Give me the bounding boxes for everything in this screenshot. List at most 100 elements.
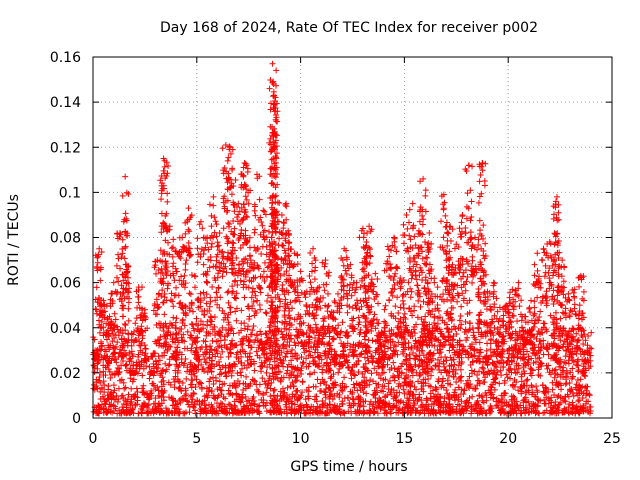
data-point [319, 401, 326, 408]
data-point [200, 261, 207, 268]
data-point [415, 287, 422, 294]
data-point [258, 251, 265, 258]
data-point [356, 403, 363, 410]
data-point [434, 356, 441, 363]
data-point [170, 236, 177, 243]
data-point [185, 205, 192, 212]
data-point [366, 407, 373, 414]
data-point [231, 379, 238, 386]
data-point [196, 379, 203, 386]
data-point [528, 366, 535, 373]
data-point [568, 375, 575, 382]
data-point [507, 375, 514, 382]
data-point [125, 330, 132, 337]
data-point [533, 358, 540, 365]
data-point [413, 407, 420, 414]
data-point [90, 362, 97, 369]
data-point [406, 402, 413, 409]
data-point [458, 303, 465, 310]
data-point [306, 371, 313, 378]
data-point [132, 401, 139, 408]
data-point [101, 389, 108, 396]
data-point [491, 376, 498, 383]
data-point [356, 396, 363, 403]
data-point [347, 261, 354, 268]
data-point [251, 377, 258, 384]
data-point [510, 313, 517, 320]
data-point [439, 408, 446, 415]
data-point [340, 347, 347, 354]
data-point [238, 227, 245, 234]
data-point [399, 360, 406, 367]
data-point [585, 332, 592, 339]
data-point [129, 331, 136, 338]
data-point [140, 382, 147, 389]
data-point [280, 389, 287, 396]
data-point [165, 394, 172, 401]
data-point [196, 356, 203, 363]
data-point [526, 402, 533, 409]
data-point [209, 337, 216, 344]
data-point [531, 261, 538, 268]
data-point [265, 380, 272, 387]
data-point [503, 371, 510, 378]
data-point [233, 391, 240, 398]
data-point [263, 310, 270, 317]
data-point [407, 236, 414, 243]
data-point [155, 304, 162, 311]
data-point [521, 370, 528, 377]
data-point [232, 295, 239, 302]
data-point [577, 376, 584, 383]
data-point [146, 363, 153, 370]
data-point [498, 399, 505, 406]
data-point [231, 402, 238, 409]
data-point [359, 370, 366, 377]
data-point [182, 385, 189, 392]
data-point [529, 384, 536, 391]
data-point [345, 408, 352, 415]
data-point [186, 252, 193, 259]
data-point [409, 225, 416, 232]
data-point [486, 407, 493, 414]
data-point [115, 278, 122, 285]
data-point [541, 409, 548, 416]
data-point [314, 403, 321, 410]
data-point [130, 410, 137, 417]
data-point [187, 291, 194, 298]
data-point [400, 386, 407, 393]
data-point [369, 403, 376, 410]
data-point [182, 266, 189, 273]
data-point [234, 214, 241, 221]
data-point [110, 279, 117, 286]
data-point [235, 262, 242, 269]
data-point [173, 315, 180, 322]
data-point [170, 260, 177, 267]
data-point [393, 248, 400, 255]
data-point [514, 318, 521, 325]
data-point [468, 235, 475, 242]
data-point [155, 403, 162, 410]
data-point [523, 382, 530, 389]
data-point [584, 390, 591, 397]
data-point [409, 200, 416, 207]
data-point [210, 374, 217, 381]
data-point [404, 403, 411, 410]
data-point [484, 371, 491, 378]
data-point [469, 279, 476, 286]
data-point [103, 397, 110, 404]
data-point [198, 384, 205, 391]
data-point [110, 382, 117, 389]
data-point [321, 388, 328, 395]
data-point [300, 359, 307, 366]
data-point [306, 348, 313, 355]
data-point [271, 404, 278, 411]
data-point [321, 287, 328, 294]
data-point [178, 387, 185, 394]
data-point [355, 368, 362, 375]
data-point [573, 390, 580, 397]
data-point [288, 371, 295, 378]
data-point [105, 383, 112, 390]
data-point [555, 406, 562, 413]
data-point [346, 399, 353, 406]
data-point [364, 355, 371, 362]
